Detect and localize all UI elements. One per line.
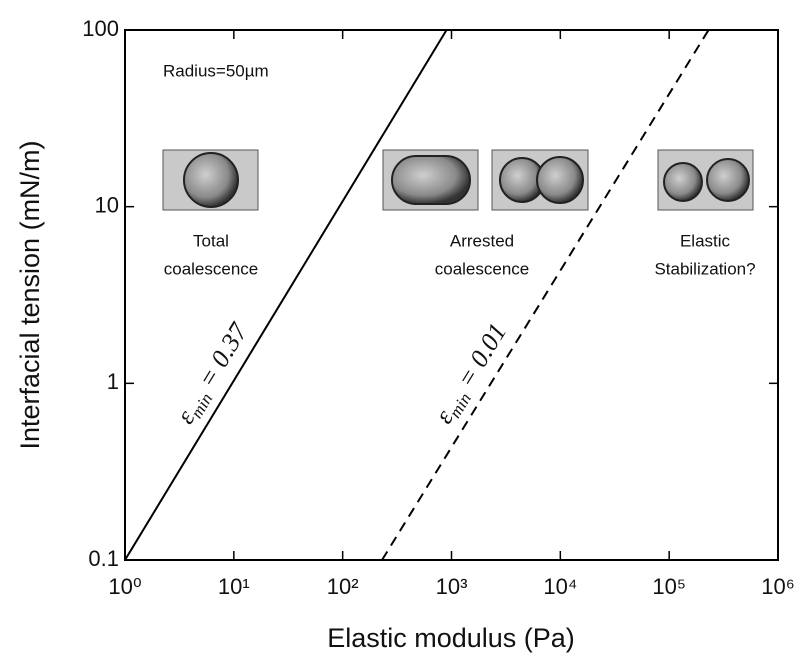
x-tick-label: 10¹ bbox=[218, 574, 250, 599]
annotation: Arrested bbox=[450, 231, 514, 250]
x-tick-label: 10⁵ bbox=[652, 574, 686, 599]
annotation: Elastic bbox=[680, 231, 731, 250]
x-axis-title: Elastic modulus (Pa) bbox=[327, 623, 575, 653]
annotation: coalescence bbox=[164, 259, 259, 278]
y-tick-label: 1 bbox=[107, 369, 119, 394]
y-tick-label: 100 bbox=[82, 16, 119, 41]
x-tick-label: 10⁰ bbox=[108, 574, 141, 599]
line bbox=[124, 29, 448, 561]
annotation: Total bbox=[193, 231, 229, 250]
annotation: Radius=50µm bbox=[163, 61, 269, 80]
label-part: = 0.01 bbox=[448, 318, 513, 398]
droplet-images bbox=[162, 149, 754, 211]
x-tick-label: 10⁶ bbox=[761, 574, 795, 599]
y-tick-label: 0.1 bbox=[88, 546, 119, 571]
annotation: Stabilization? bbox=[654, 259, 755, 278]
y-axis-title: Interfacial tension (mN/m) bbox=[15, 140, 45, 449]
label-part: = 0.37 bbox=[189, 317, 254, 398]
x-tick-label: 10⁴ bbox=[543, 574, 577, 599]
x-tick-label: 10³ bbox=[436, 574, 468, 599]
x-tick-label: 10² bbox=[327, 574, 359, 599]
plot-frame bbox=[124, 29, 779, 561]
y-tick-label: 10 bbox=[95, 192, 119, 217]
line bbox=[381, 29, 710, 561]
annotation: coalescence bbox=[435, 259, 530, 278]
